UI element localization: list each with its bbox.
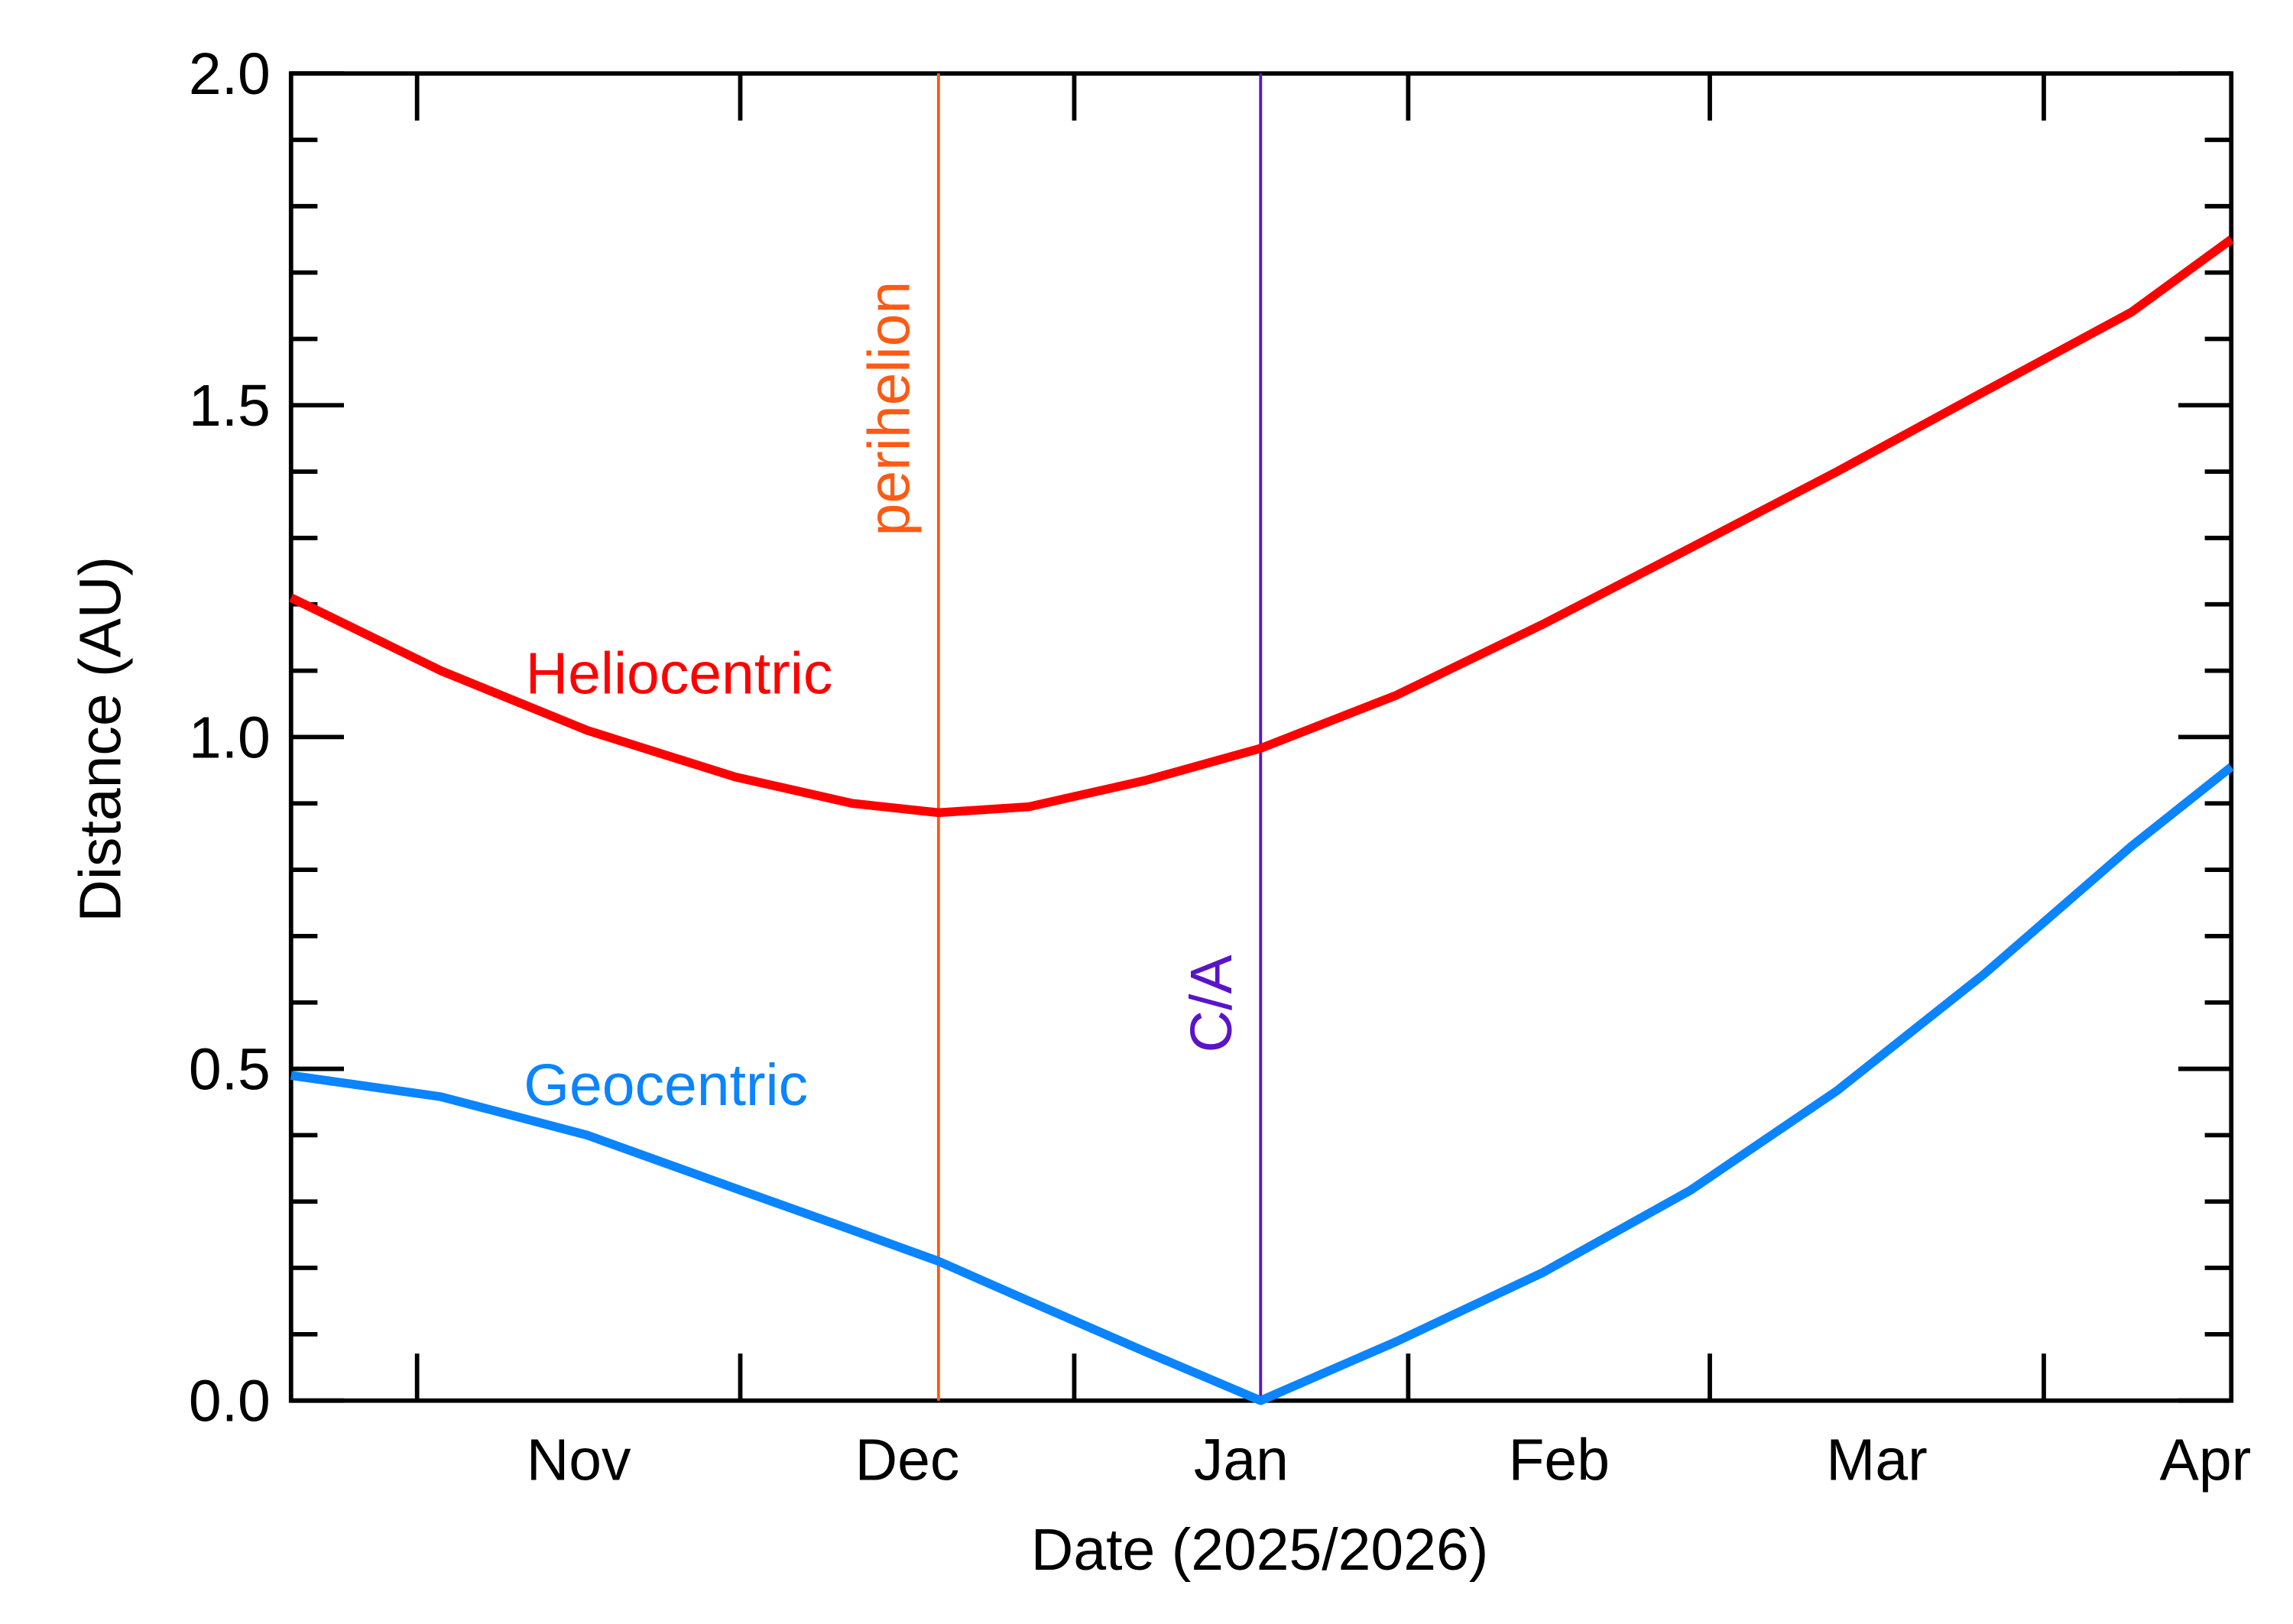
y-axis-title: Distance (AU) [68, 556, 134, 922]
x-axis-title: Date (2025/2026) [1031, 1517, 1489, 1583]
y-tick-label: 0.0 [189, 1369, 271, 1434]
annotation-label: C/A [1179, 955, 1244, 1053]
series-line [290, 763, 2234, 1405]
x-tick-label: Nov [527, 1428, 631, 1493]
x-tick-label: Mar [1826, 1428, 1927, 1493]
y-tick-label: 2.0 [189, 41, 271, 107]
y-tick-label: 0.5 [189, 1036, 271, 1102]
annotation-label: perihelion [856, 281, 922, 536]
legend-label: Geocentric [524, 1052, 808, 1118]
legend-label: Heliocentric [526, 641, 833, 707]
y-tick-label: 1.5 [189, 373, 271, 439]
series-line [289, 235, 2234, 818]
x-tick-label: Dec [855, 1428, 960, 1493]
x-tick-label: Apr [2160, 1428, 2252, 1493]
x-tick-label: Feb [1508, 1428, 1610, 1493]
y-tick-label: 1.0 [189, 705, 271, 770]
x-tick-label: Jan [1194, 1428, 1289, 1493]
